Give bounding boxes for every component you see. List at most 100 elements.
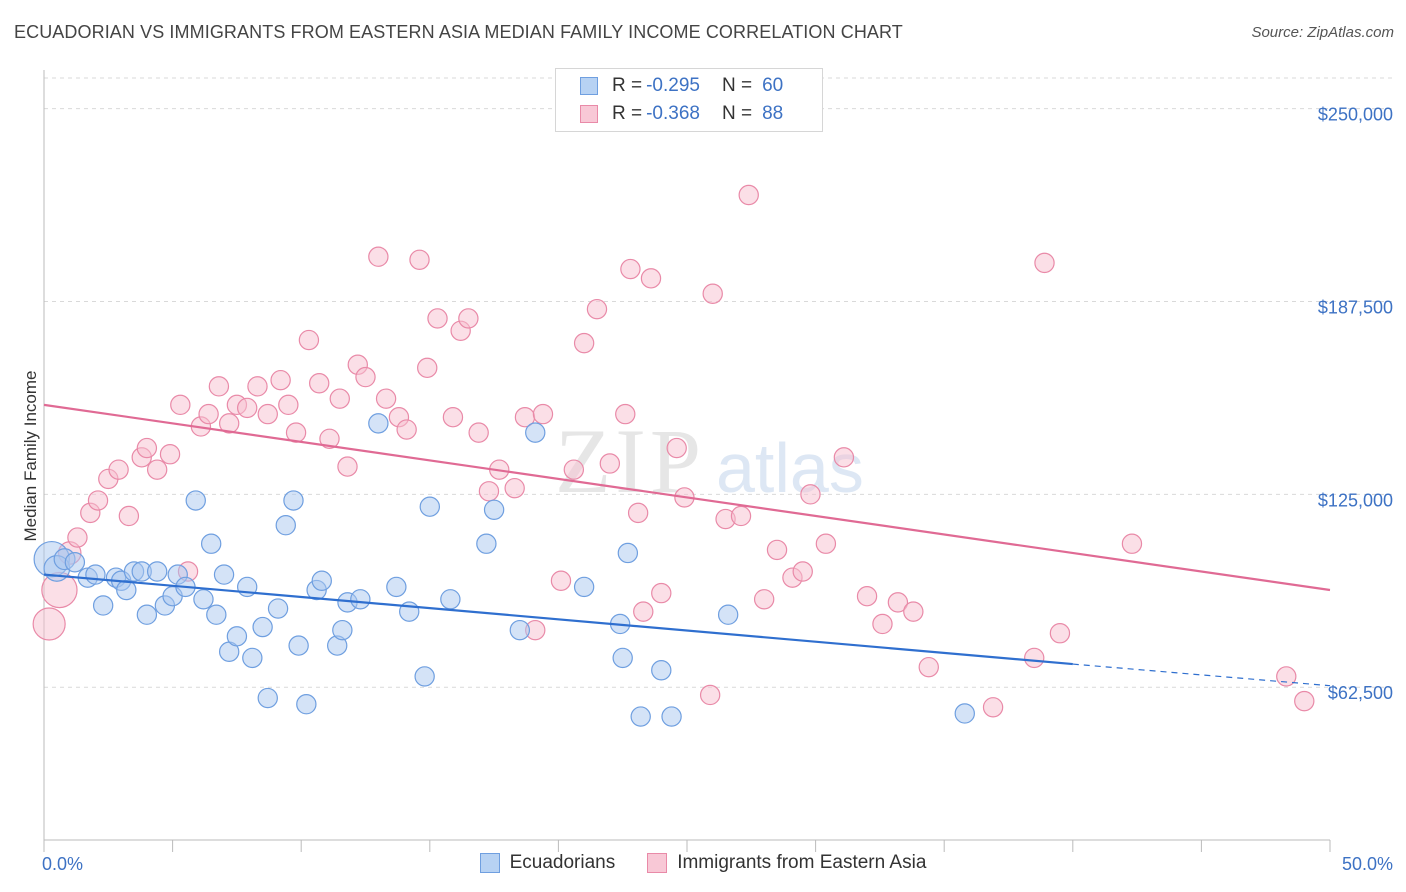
pink-point: [856, 585, 878, 607]
legend-r-label: R =: [612, 75, 643, 96]
blue-point: [242, 647, 263, 669]
bottom-legend-label: Immigrants from Eastern Asia: [677, 852, 927, 873]
blue-point: [630, 706, 651, 727]
pink-point: [800, 484, 821, 505]
blue-point: [573, 576, 595, 598]
pink-point: [417, 357, 438, 379]
x-tick-label: 50.0%: [1342, 854, 1393, 874]
blue-point: [612, 647, 633, 669]
axes: [43, 70, 1331, 852]
legend-n-label: N =: [721, 75, 753, 96]
legend-box: R = -0.295 N = 60 R = -0.368 N = 88: [555, 68, 823, 132]
blue-point: [419, 496, 440, 517]
blue-point: [483, 499, 505, 520]
blue-point: [414, 666, 435, 687]
pink-point: [319, 428, 340, 449]
legend-row-pink: R = -0.368 N = 88: [580, 101, 783, 127]
pink-point: [170, 394, 191, 416]
pink-point: [108, 459, 129, 480]
blue-point: [206, 604, 227, 625]
blue-point: [617, 542, 639, 564]
pink-point: [247, 376, 268, 397]
pink-point: [87, 490, 109, 511]
pink-point: [532, 403, 554, 425]
legend-row-blue: R = -0.295 N = 60: [580, 73, 783, 99]
y-tick-label: $187,500: [1318, 297, 1393, 317]
pink-point: [136, 437, 158, 459]
pink-point: [550, 570, 572, 591]
bottom-swatch-blue: [479, 853, 500, 873]
blue-point: [85, 564, 106, 585]
legend-r-value: -0.295: [646, 75, 700, 96]
pink-point: [478, 481, 500, 502]
pink-point: [198, 403, 219, 425]
pink-point: [586, 298, 608, 320]
pink-point: [146, 459, 168, 480]
pink-point: [208, 376, 230, 397]
blue-point: [213, 564, 235, 585]
pink-point: [368, 246, 389, 267]
blue-point: [350, 589, 371, 610]
pink-point: [355, 366, 376, 388]
blue-point: [92, 595, 114, 616]
pink-point: [278, 394, 299, 416]
legend-r-label: R =: [612, 103, 643, 124]
x-tick-label: 0.0%: [42, 854, 83, 874]
blue-point: [288, 635, 309, 656]
legend-n-label: N =: [721, 103, 753, 124]
tick-labels: $62,500 $125,000 $187,500 $250,000 0.0% 50.0%: [42, 105, 1393, 874]
bottom-swatch-pink: [647, 853, 668, 873]
blue-point: [386, 576, 407, 598]
pink-point: [1049, 623, 1071, 644]
pink-point: [573, 332, 595, 354]
pink-point: [903, 601, 924, 622]
pink-point: [458, 308, 479, 329]
pink-point: [872, 613, 893, 635]
pink-point: [627, 502, 649, 524]
blue-point: [257, 687, 278, 709]
blue-point: [296, 694, 317, 715]
pink-point: [298, 329, 320, 351]
legend-r-value: -0.368: [646, 103, 700, 124]
pink-point: [468, 422, 489, 443]
pink-point: [236, 397, 258, 419]
y-axis-label: Median Family Income: [21, 370, 40, 541]
legend-n-value: 60: [762, 75, 784, 96]
pink-point: [257, 403, 278, 425]
pink-point: [599, 453, 621, 474]
pink-point: [270, 369, 291, 391]
bottom-legend: Ecuadorians Immigrants from Eastern Asia: [0, 852, 1406, 874]
pink-point: [504, 477, 525, 499]
blue-point: [185, 490, 206, 511]
pink-point: [329, 388, 350, 409]
pink-point: [1034, 252, 1055, 274]
blue-point: [64, 552, 86, 573]
pink-point: [159, 444, 181, 465]
pink-trend-line: [43, 403, 1331, 592]
y-tick-label: $125,000: [1318, 490, 1393, 510]
blue-point: [440, 589, 461, 610]
pink-point: [67, 527, 88, 548]
bottom-legend-label: Ecuadorians: [509, 852, 616, 873]
pink-point: [396, 419, 417, 440]
blue-point: [252, 616, 273, 638]
y-tick-label: $250,000: [1318, 105, 1393, 125]
pink-point: [792, 561, 813, 582]
legend-swatch-pink: [580, 105, 598, 123]
blue-point: [283, 490, 304, 511]
pink-point: [1294, 690, 1315, 712]
bottom-legend-eastern-asia: Immigrants from Eastern Asia: [647, 852, 926, 874]
pink-point: [833, 447, 855, 468]
blue-point: [525, 422, 546, 443]
pink-point: [633, 601, 654, 622]
bottom-legend-ecuadorians: Ecuadorians: [479, 852, 616, 874]
blue-point: [200, 533, 222, 554]
pink-point: [620, 258, 641, 280]
pink-point: [118, 505, 140, 527]
blue-point: [368, 413, 389, 434]
pink-point: [218, 413, 240, 434]
legend-n-value: 88: [762, 103, 784, 124]
legend-swatch-blue: [580, 77, 598, 95]
blue-point: [332, 619, 353, 641]
